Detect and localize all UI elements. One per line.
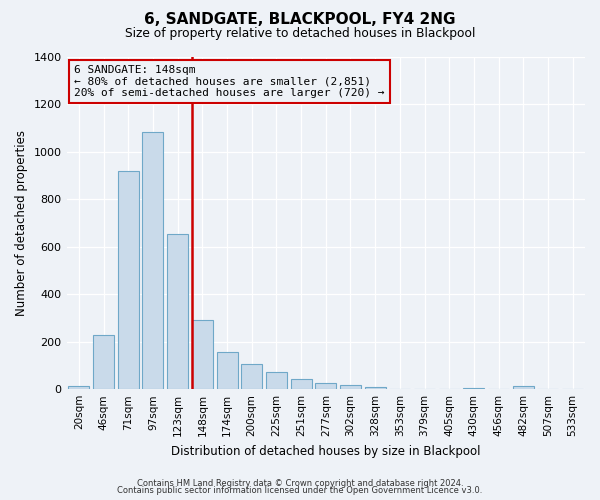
Text: Contains public sector information licensed under the Open Government Licence v3: Contains public sector information licen…: [118, 486, 482, 495]
Text: 6, SANDGATE, BLACKPOOL, FY4 2NG: 6, SANDGATE, BLACKPOOL, FY4 2NG: [144, 12, 456, 28]
Bar: [315, 383, 336, 389]
Bar: [241, 364, 262, 389]
Text: Contains HM Land Registry data © Crown copyright and database right 2024.: Contains HM Land Registry data © Crown c…: [137, 478, 463, 488]
Y-axis label: Number of detached properties: Number of detached properties: [15, 130, 28, 316]
Text: Size of property relative to detached houses in Blackpool: Size of property relative to detached ho…: [125, 28, 475, 40]
Bar: [365, 387, 386, 389]
Bar: [513, 386, 534, 389]
Bar: [93, 335, 114, 389]
Bar: [68, 386, 89, 389]
Bar: [290, 379, 311, 389]
Bar: [217, 352, 238, 389]
Bar: [142, 132, 163, 389]
Bar: [192, 320, 213, 389]
Bar: [118, 171, 139, 389]
Bar: [266, 372, 287, 389]
X-axis label: Distribution of detached houses by size in Blackpool: Distribution of detached houses by size …: [171, 444, 481, 458]
Bar: [167, 234, 188, 389]
Bar: [340, 385, 361, 389]
Text: 6 SANDGATE: 148sqm
← 80% of detached houses are smaller (2,851)
20% of semi-deta: 6 SANDGATE: 148sqm ← 80% of detached hou…: [74, 65, 385, 98]
Bar: [463, 388, 484, 389]
